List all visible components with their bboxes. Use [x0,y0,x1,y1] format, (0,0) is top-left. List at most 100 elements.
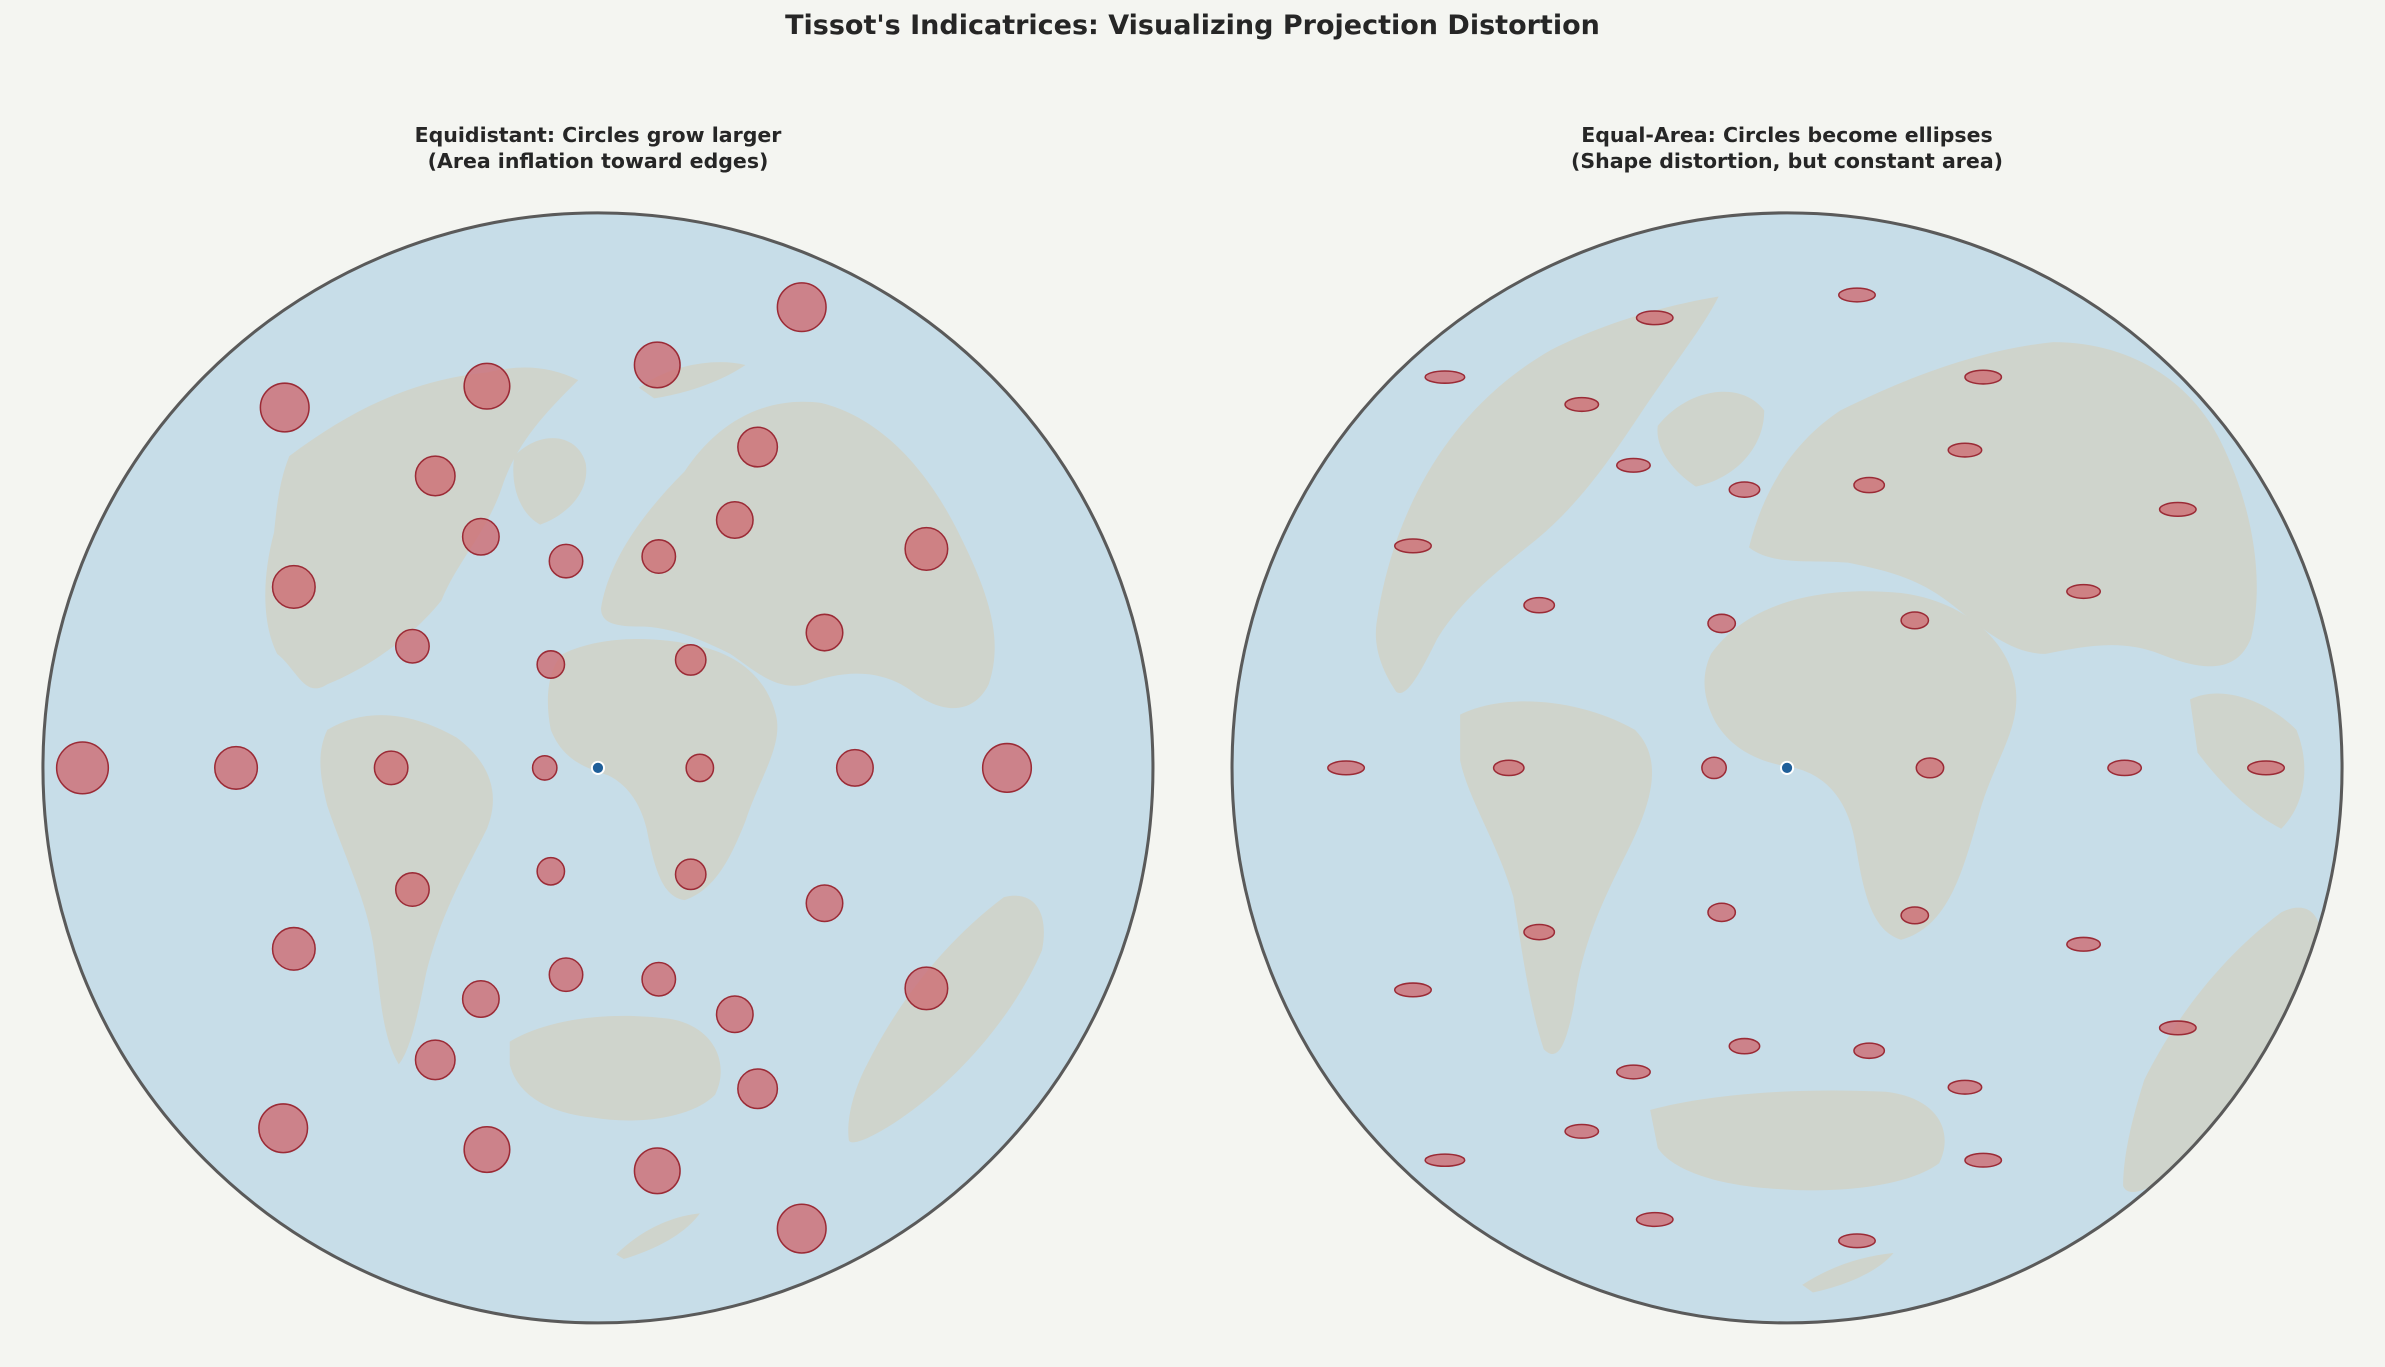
land-africa [1704,591,2017,940]
tissot-indicatrix [548,543,584,579]
tissot-indicatrix [531,754,558,781]
tissot-indicatrix [776,1203,827,1254]
tissot-indicatrix [1837,287,1876,303]
tissot-indicatrix [1492,759,1525,777]
tissot-indicatrix [715,995,754,1034]
right-panel-title-line1: Equal-Area: Circles become ellipses [1581,123,1993,147]
land-antarctica [1650,1090,1945,1191]
land-eurasia [1749,342,2257,667]
tissot-indicatrix [674,643,707,676]
tissot-indicatrix [536,856,566,886]
tissot-indicatrix [1853,476,1886,494]
left-panel-title: Equidistant: Circles grow larger (Area i… [98,122,1098,174]
tissot-indicatrix [1964,1152,2003,1168]
equal-area-globe [1230,211,2344,1325]
land-north-america [265,367,579,689]
globe-outline [41,211,1155,1325]
tissot-indicatrix [1393,538,1432,554]
tissot-indicatrix [258,1103,309,1154]
land-antarctic-peninsula [1802,1252,1894,1293]
center-point-marker [1779,760,1795,775]
tissot-indicatrix [463,1125,511,1174]
tissot-indicatrix [271,926,316,971]
landmasses [265,362,1044,1260]
tissot-indicatrix [1424,1153,1466,1168]
tissot-indicatrix [633,341,681,389]
globe-outline [1230,211,2344,1325]
tissot-indicatrix [271,564,316,609]
land-antarctica [509,1015,721,1121]
right-panel-title-line2: (Shape distortion, but constant area) [1570,149,2004,173]
equidistant-globe [41,211,1155,1325]
tissot-indicatrix [2066,936,2102,952]
center-point-marker [590,760,606,775]
land-arctic-russia [639,362,746,399]
tissot-indicatrix [1707,902,1737,923]
tissot-indicatrix [1327,760,1366,776]
tissot-indicatrix [835,748,874,787]
tissot-indicatrix [737,1068,779,1110]
tissot-indicatrix [259,382,310,433]
tissot-indicatrix [641,539,677,575]
tissot-indicatrix [805,613,844,652]
indicatrices-equal-area [1327,287,2286,1249]
tissot-indicatrix [1728,481,1761,498]
tissot-indicatrix [55,741,110,795]
land-australia [2123,907,2322,1193]
tissot-indicatrix [394,628,430,664]
land-south-america [1460,701,1653,1054]
tissot-indicatrix [1523,596,1556,614]
tissot-indicatrix [463,362,511,410]
tissot-indicatrix [685,753,715,783]
figure-title: Tissot's Indicatrices: Visualizing Proje… [785,10,1600,41]
tissot-indicatrix [715,501,754,540]
land-greenland [513,438,587,525]
tissot-indicatrix [373,750,409,786]
tissot-indicatrix [1615,457,1651,473]
tissot-indicatrix [1964,369,2003,385]
tissot-indicatrix [1728,1037,1761,1055]
tissot-indicatrix [2158,501,2197,517]
tissot-indicatrix [1947,442,1983,458]
tissot-indicatrix [1564,396,1600,413]
land-greenland [1657,391,1765,487]
tissot-indicatrix [2066,583,2102,600]
indicatrices-equidistant [55,282,1033,1254]
tissot-indicatrix [1615,1064,1651,1080]
land-north-america [1375,296,1719,694]
tissot-indicatrix [394,872,430,908]
tissot-indicatrix [641,961,677,997]
tissot-indicatrix [461,980,500,1019]
tissot-indicatrix [414,455,456,497]
land-antarctic-peninsula [616,1213,700,1260]
land-eurasia [600,401,995,709]
tissot-indicatrix [2247,760,2286,776]
tissot-indicatrix [461,517,500,556]
tissot-indicatrix [536,650,566,679]
land-southeast-asia [2189,693,2305,829]
tissot-indicatrix [904,966,949,1011]
tissot-indicatrix [1853,1042,1886,1060]
tissot-indicatrix [776,282,827,333]
tissot-indicatrix [1947,1079,1983,1095]
tissot-indicatrix [1635,1211,1674,1228]
left-panel-title-line1: Equidistant: Circles grow larger [414,123,782,147]
tissot-indicatrix [1707,613,1737,634]
left-panel-title-line2: (Area inflation toward edges) [427,149,769,173]
tissot-indicatrix [1393,982,1432,998]
tissot-indicatrix [1915,757,1945,779]
tissot-indicatrix [1900,906,1930,925]
tissot-indicatrix [981,742,1033,793]
tissot-indicatrix [1635,310,1674,326]
land-australia [848,895,1044,1143]
tissot-indicatrix [2107,759,2143,777]
tissot-indicatrix [2158,1020,2197,1036]
tissot-indicatrix [633,1147,681,1195]
tissot-indicatrix [548,957,584,993]
right-panel-title: Equal-Area: Circles become ellipses (Sha… [1287,122,2287,174]
tissot-indicatrix [1564,1123,1600,1139]
tissot-indicatrix [1424,370,1466,384]
tissot-indicatrix [1523,923,1556,941]
tissot-indicatrix [414,1039,456,1081]
tissot-indicatrix [1900,611,1930,630]
